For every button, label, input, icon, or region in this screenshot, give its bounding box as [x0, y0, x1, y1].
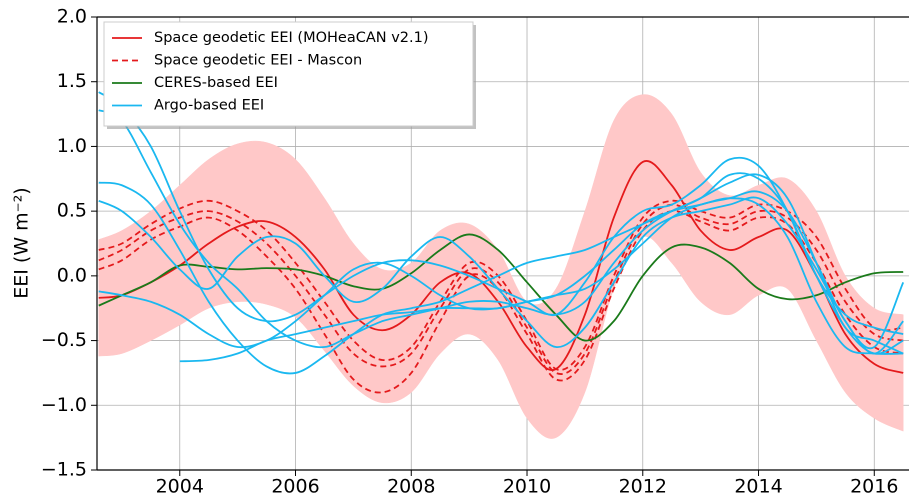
legend-label: Space geodetic EEI - Mascon — [154, 53, 362, 69]
axes: −1.5 −1.0 −0.5 0.0 0.5 1.0 1.5 2.0 2004 2006 2008 2… — [41, 6, 909, 497]
plot-area — [98, 91, 905, 439]
x-tick-label: 2006 — [271, 476, 319, 497]
legend-box — [103, 21, 474, 127]
x-tick-label: 2014 — [734, 476, 782, 497]
legend-label: Argo-based EEI — [154, 98, 264, 114]
y-tick-label: 0.5 — [57, 200, 87, 222]
series-line — [98, 196, 904, 355]
y-tick-label: 1.0 — [57, 135, 87, 157]
x-tick-label: 2004 — [156, 476, 204, 497]
series-line — [98, 109, 904, 355]
legend-label: Space geodetic EEI (MOHeaCAN v2.1) — [154, 30, 429, 46]
series-line — [179, 197, 904, 363]
x-tick-label: 2010 — [503, 476, 551, 497]
series-line — [98, 160, 904, 374]
y-axis-label: EEI (W m⁻²) — [11, 187, 33, 298]
x-tick-label: 2008 — [387, 476, 435, 497]
y-tick-label: 2.0 — [57, 6, 87, 28]
legend: Space geodetic EEI (MOHeaCAN v2.1) Space … — [103, 21, 476, 129]
y-tick-label: −1.0 — [41, 394, 87, 416]
x-tick-label: 2012 — [619, 476, 667, 497]
y-tick-label: 0.0 — [57, 264, 87, 286]
uncertainty-band — [98, 94, 904, 439]
series-line — [98, 173, 904, 375]
legend-label: CERES-based EEI — [154, 75, 278, 91]
series-line — [98, 233, 904, 342]
y-tick-label: 1.5 — [57, 70, 87, 92]
y-tick-label: −0.5 — [41, 329, 87, 351]
y-tick-label: −1.5 — [41, 459, 87, 481]
x-tick-label: 2016 — [850, 476, 898, 497]
